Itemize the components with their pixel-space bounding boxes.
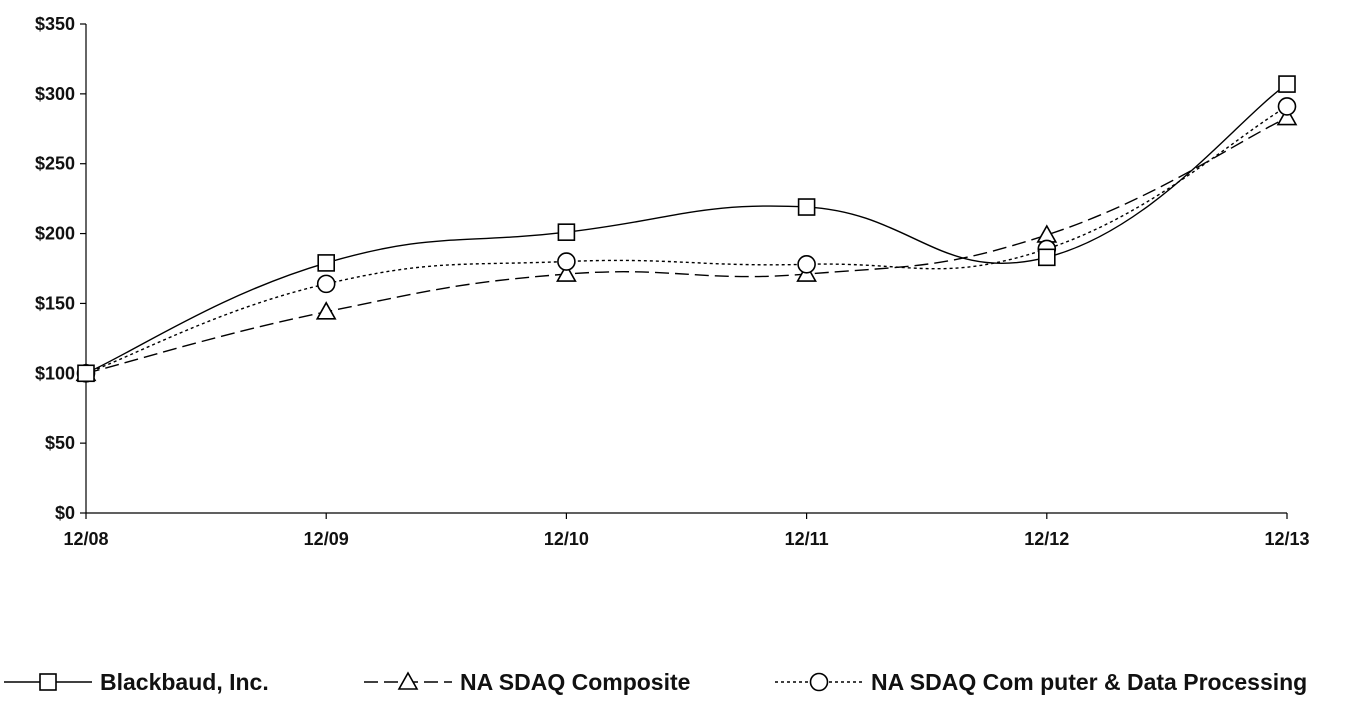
y-tick-label: $100 bbox=[35, 363, 75, 383]
legend-marker bbox=[809, 672, 829, 692]
nasdaq-composite-point bbox=[556, 263, 577, 282]
blackbaud-point bbox=[557, 223, 576, 241]
x-tick-label: 12/12 bbox=[1024, 529, 1069, 549]
nasdaq-computer-point bbox=[316, 274, 336, 294]
y-tick-label: $250 bbox=[35, 154, 75, 174]
legend-label: Blackbaud, Inc. bbox=[100, 669, 269, 695]
y-axis-ticks: $0 $50 $100 $150 $200 $250 $300 $350 bbox=[35, 14, 86, 523]
nasdaq-computer-point bbox=[797, 255, 816, 274]
x-tick-label: 12/13 bbox=[1264, 529, 1309, 549]
y-tick-label: $50 bbox=[45, 433, 75, 453]
x-tick-label: 12/08 bbox=[63, 529, 108, 549]
x-tick-label: 12/11 bbox=[785, 529, 829, 549]
blackbaud-point bbox=[1038, 248, 1056, 267]
y-tick-label: $350 bbox=[35, 14, 75, 34]
legend-label: NA SDAQ Composite bbox=[460, 669, 690, 695]
legend-marker bbox=[39, 673, 57, 691]
blackbaud-line bbox=[85, 83, 1288, 374]
blackbaud-point bbox=[317, 254, 336, 272]
nasdaq-composite-point bbox=[1276, 106, 1298, 126]
y-tick-label: $0 bbox=[55, 503, 75, 523]
blackbaud-point bbox=[1278, 75, 1296, 93]
blackbaud-point bbox=[797, 198, 816, 216]
legend: Blackbaud, Inc. NA SDAQ Composite NA SDAQ … bbox=[4, 669, 1307, 695]
legend-label: NA SDAQ Com puter & Data Processing bbox=[871, 669, 1307, 695]
nasdaq-computer-point bbox=[557, 252, 576, 271]
nasdaq-computer-point bbox=[1277, 97, 1297, 116]
legend-item-blackbaud: Blackbaud, Inc. bbox=[4, 669, 269, 695]
x-axis-ticks: 12/08 12/09 12/10 12/11 12/12 12/13 bbox=[63, 513, 1310, 549]
legend-marker bbox=[397, 671, 419, 690]
y-tick-label: $200 bbox=[35, 224, 75, 244]
nasdaq-composite-line bbox=[85, 116, 1288, 374]
x-tick-label: 12/09 bbox=[304, 529, 349, 549]
y-tick-label: $300 bbox=[35, 84, 75, 104]
x-tick-label: 12/10 bbox=[544, 529, 589, 549]
blackbaud-point bbox=[77, 364, 95, 383]
nasdaq-composite-point bbox=[315, 301, 337, 320]
legend-item-nasdaq-computer: NA SDAQ Com puter & Data Processing bbox=[775, 669, 1307, 695]
legend-item-nasdaq-composite: NA SDAQ Composite bbox=[364, 669, 690, 695]
nasdaq-computer-line bbox=[85, 105, 1288, 374]
y-tick-label: $150 bbox=[35, 293, 75, 313]
series-layer bbox=[75, 75, 1298, 383]
nasdaq-composite-point bbox=[1036, 224, 1058, 243]
